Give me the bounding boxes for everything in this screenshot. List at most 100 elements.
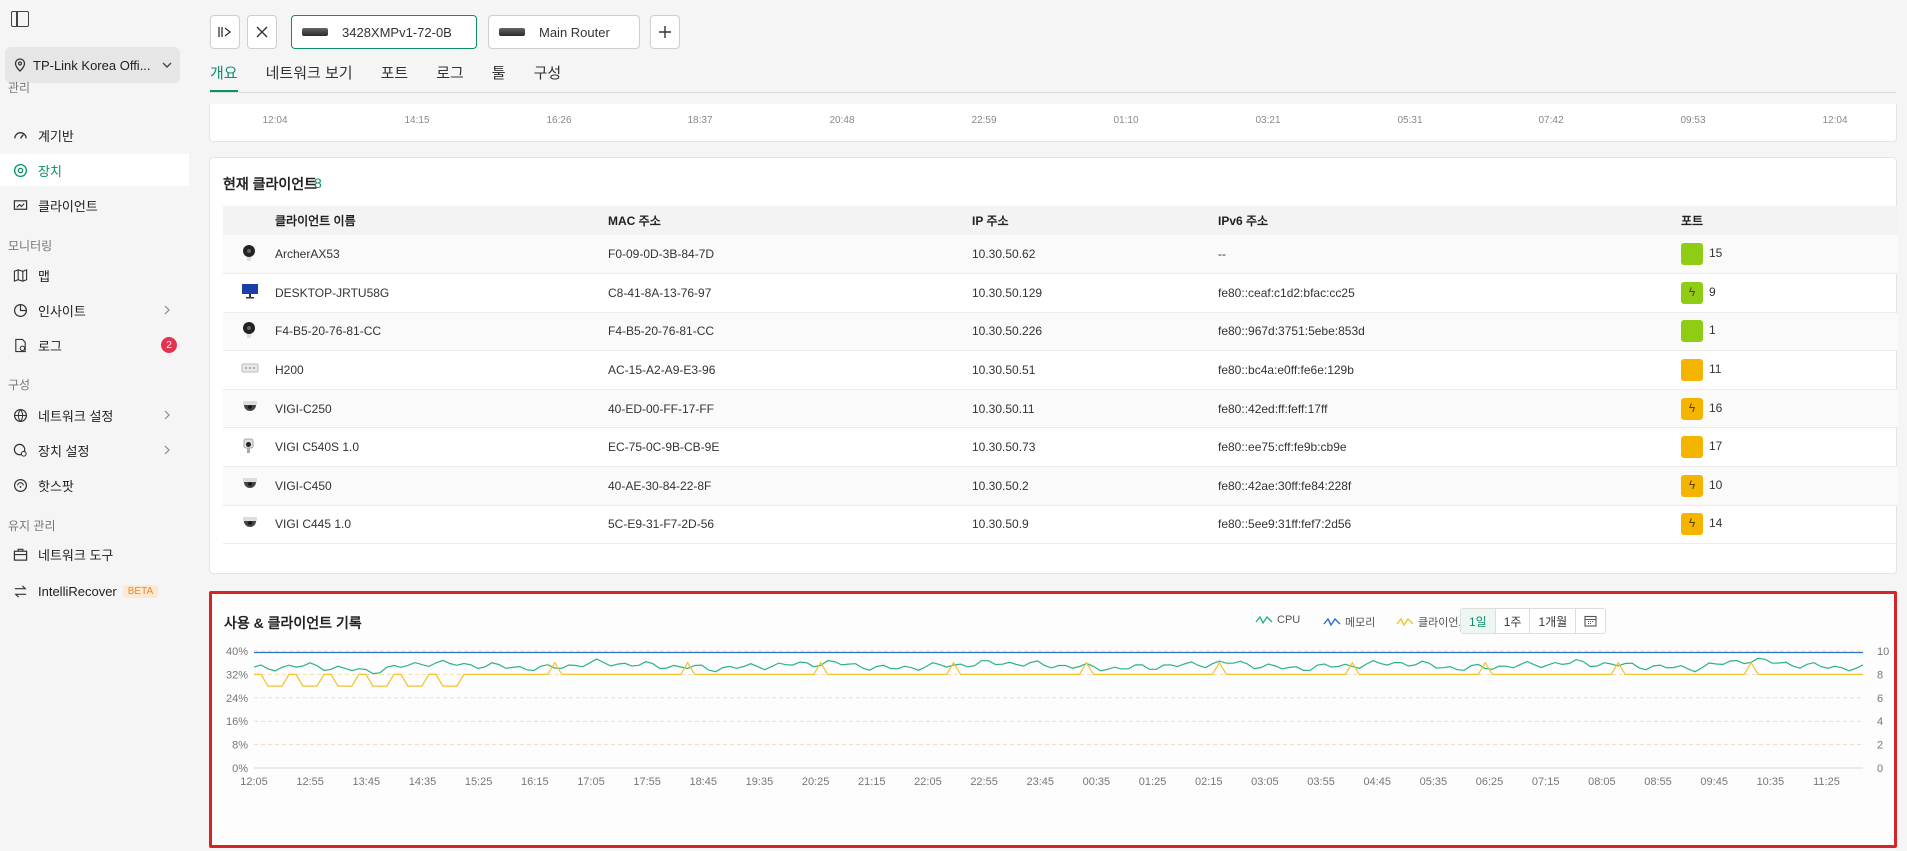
toolbox-icon xyxy=(12,546,28,562)
poe-port-icon[interactable] xyxy=(1681,281,1703,304)
client-icon-cell xyxy=(223,235,275,275)
col-header-ipv6[interactable]: IPv6 주소 xyxy=(1218,206,1681,235)
client-name[interactable]: VIGI-C250 xyxy=(275,389,608,429)
client-name[interactable]: VIGI C445 1.0 xyxy=(275,505,608,545)
client-icon-cell xyxy=(223,427,275,468)
table-row[interactable]: VIGI C445 1.0 5C-E9-31-F7-2D-56 10.30.50.9… xyxy=(223,505,1898,545)
client-port: 1 xyxy=(1709,323,1716,338)
sidebar-item-intellirecover[interactable]: IntelliRecover BETA xyxy=(0,575,189,607)
x-tick: 08:55 xyxy=(1644,776,1672,788)
col-header-name[interactable]: 클라이언트 이름 xyxy=(275,206,608,235)
calendar-button[interactable] xyxy=(1576,609,1605,633)
range-1week-button[interactable]: 1주 xyxy=(1496,609,1531,633)
range-1month-button[interactable]: 1개월 xyxy=(1530,609,1577,633)
poe-port-icon[interactable] xyxy=(1681,397,1703,420)
chevron-down-icon xyxy=(162,62,172,68)
port-icon[interactable] xyxy=(1681,436,1703,459)
range-1day-button[interactable]: 1일 xyxy=(1461,609,1496,633)
sidebar-item-insights[interactable]: 인사이트 xyxy=(0,294,189,326)
device-tab-switch[interactable]: 3428XMPv1-72-0B xyxy=(291,15,477,49)
x-tick: 15:25 xyxy=(465,776,493,788)
add-tab-button[interactable] xyxy=(650,15,680,49)
sidebar-item-label: 장치 설정 xyxy=(38,443,90,459)
device-tab-label: 3428XMPv1-72-0B xyxy=(342,24,452,40)
tab-config[interactable]: 구성 xyxy=(533,65,562,82)
memory-line-icon xyxy=(1323,617,1341,627)
sidebar-item-logs[interactable]: 로그 2 xyxy=(0,329,189,361)
close-tab-button[interactable] xyxy=(247,15,277,49)
x-tick: 23:45 xyxy=(1026,776,1054,788)
table-row[interactable]: VIGI-C450 40-AE-30-84-22-8F 10.30.50.2 fe80… xyxy=(223,466,1898,506)
client-icon-cell xyxy=(223,312,275,352)
client-name[interactable]: ArcherAX53 xyxy=(275,235,608,275)
client-port: 16 xyxy=(1709,400,1723,415)
table-row[interactable]: F4-B5-20-76-81-CC F4-B5-20-76-81-CC 10.30.… xyxy=(223,312,1898,352)
y-right-tick: 8 xyxy=(1877,669,1883,681)
port-icon[interactable] xyxy=(1681,320,1703,343)
calendar-icon xyxy=(1584,615,1597,627)
tab-overview[interactable]: 개요 xyxy=(210,62,238,92)
clients-count: 8 xyxy=(314,175,322,191)
table-row[interactable]: DESKTOP-JRTU58G C8-41-8A-13-76-97 10.30.50… xyxy=(223,273,1898,313)
table-row[interactable]: ArcherAX53 F0-09-0D-3B-84-7D 10.30.50.62 --… xyxy=(223,235,1898,275)
sidebar-item-devices[interactable]: 장치 xyxy=(0,154,189,186)
sidebar-item-dashboard[interactable]: 계기반 xyxy=(0,119,189,151)
sidebar-item-network-tools[interactable]: 네트워크 도구 xyxy=(0,538,189,570)
sidebar-item-hotspot[interactable]: 핫스팟 xyxy=(0,469,189,501)
section-manage: 관리 xyxy=(8,81,31,95)
client-name[interactable]: VIGI C540S 1.0 xyxy=(275,427,608,468)
clients-series-line[interactable] xyxy=(254,661,1863,687)
col-header-ip[interactable]: IP 주소 xyxy=(972,206,1218,235)
client-mac: 5C-E9-31-F7-2D-56 xyxy=(608,505,972,545)
router-device-icon xyxy=(499,28,525,36)
poe-port-icon[interactable] xyxy=(1681,474,1703,497)
y-right-tick: 10 xyxy=(1877,646,1889,658)
tab-ports[interactable]: 포트 xyxy=(380,65,409,82)
sidebar-item-device-settings[interactable]: 장치 설정 xyxy=(0,434,189,466)
x-tick: 02:15 xyxy=(1195,776,1223,788)
gauge-icon xyxy=(12,127,28,143)
client-name[interactable]: DESKTOP-JRTU58G xyxy=(275,273,608,313)
sidebar-toggle-icon[interactable] xyxy=(11,11,29,27)
port-icon[interactable] xyxy=(1681,359,1703,382)
col-header-port[interactable]: 포트 xyxy=(1681,206,1898,235)
y-right-tick: 0 xyxy=(1877,763,1883,775)
expand-panel-button[interactable] xyxy=(210,15,240,49)
col-header-mac[interactable]: MAC 주소 xyxy=(608,206,972,235)
legend-label: CPU xyxy=(1277,614,1301,626)
sidebar-item-map[interactable]: 맵 xyxy=(0,259,189,291)
tab-network-view[interactable]: 네트워크 보기 xyxy=(265,65,353,82)
clients-line-icon xyxy=(1396,617,1414,627)
table-row[interactable]: VIGI-C250 40-ED-00-FF-17-FF 10.30.50.11 fe8… xyxy=(223,389,1898,429)
top-time-axis: 12:04 14:15 16:26 18:37 20:48 22:59 01:1… xyxy=(189,115,1907,127)
site-selector[interactable]: TP-Link Korea Offi... xyxy=(5,47,180,83)
tab-logs[interactable]: 로그 xyxy=(436,65,464,82)
table-row[interactable]: H200 AC-15-A2-A9-E3-96 10.30.50.51 fe80::bc… xyxy=(223,350,1898,390)
legend-memory[interactable]: 메모리 xyxy=(1323,614,1375,630)
client-icon-cell xyxy=(223,350,275,390)
legend-clients[interactable]: 클라이언트 xyxy=(1396,614,1469,630)
sidebar-item-label: 네트워크 도구 xyxy=(38,547,114,563)
poe-port-icon[interactable] xyxy=(1681,513,1703,536)
table-row[interactable]: VIGI C540S 1.0 EC-75-0C-9B-CB-9E 10.30.50.… xyxy=(223,427,1898,468)
clients-table: 클라이언트 이름 MAC 주소 IP 주소 IPv6 주소 포트 ArcherA… xyxy=(223,206,1898,545)
client-ipv6: -- xyxy=(1218,235,1681,275)
sidebar-item-network-settings[interactable]: 네트워크 설정 xyxy=(0,399,189,431)
x-tick: 17:55 xyxy=(633,776,661,788)
sidebar-item-clients[interactable]: 클라이언트 xyxy=(0,189,189,221)
legend-cpu[interactable]: CPU xyxy=(1255,614,1300,626)
x-tick: 05:35 xyxy=(1420,776,1448,788)
bullet-camera-icon xyxy=(241,437,257,453)
client-name[interactable]: VIGI-C450 xyxy=(275,466,608,506)
port-icon[interactable] xyxy=(1681,243,1703,266)
client-name[interactable]: F4-B5-20-76-81-CC xyxy=(275,312,608,352)
cpu-series-line[interactable] xyxy=(253,657,1864,675)
current-clients-card: 현재 클라이언트 8 클라이언트 이름 MAC 주소 IP 주소 IPv6 주소… xyxy=(209,157,1898,574)
globe-icon xyxy=(12,407,28,423)
client-name[interactable]: H200 xyxy=(275,350,608,390)
device-tab-router[interactable]: Main Router xyxy=(488,15,640,49)
x-tick: 22:55 xyxy=(970,776,998,788)
tab-tools[interactable]: 툴 xyxy=(491,65,506,82)
client-icon-cell xyxy=(223,505,275,545)
client-mac: C8-41-8A-13-76-97 xyxy=(608,273,972,313)
